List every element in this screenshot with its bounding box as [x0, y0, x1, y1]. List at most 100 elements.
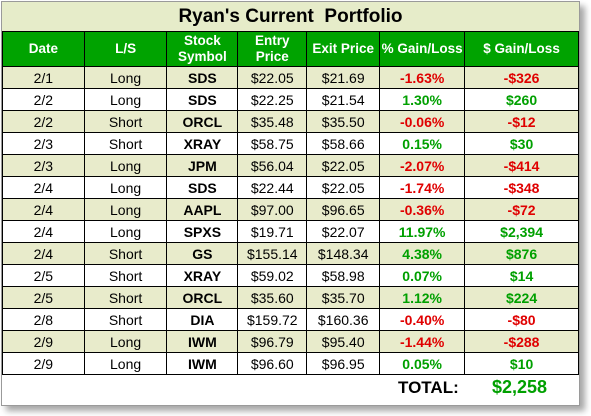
cell-ls: Long [83, 198, 168, 221]
header-symbol-line2: Symbol [178, 49, 227, 64]
cell-usd-gain-loss: -$414 [464, 154, 579, 177]
cell-ls: Short [83, 264, 168, 287]
cell-usd-gain-loss: $260 [464, 88, 579, 111]
cell-symbol: XRAY [166, 264, 239, 287]
cell-entry-price: $159.72 [237, 308, 308, 331]
cell-usd-gain-loss: -$72 [464, 198, 579, 221]
header-row: Date L/S Stock Symbol Entry Price Exit Pri… [2, 31, 579, 67]
cell-entry-price: $56.04 [237, 154, 308, 177]
cell-entry-price: $155.14 [237, 242, 308, 265]
cell-date: 2/4 [2, 176, 85, 199]
cell-usd-gain-loss: -$348 [464, 176, 579, 199]
cell-symbol: AAPL [166, 198, 239, 221]
cell-pct-gain-loss: -0.40% [379, 308, 466, 331]
cell-symbol: ORCL [166, 110, 239, 133]
cell-exit-price: $22.05 [306, 176, 381, 199]
cell-pct-gain-loss: -1.74% [379, 176, 466, 199]
cell-exit-price: $35.70 [306, 286, 381, 309]
cell-usd-gain-loss: -$12 [464, 110, 579, 133]
cell-date: 2/3 [2, 154, 85, 177]
cell-pct-gain-loss: -1.63% [379, 66, 466, 89]
cell-date: 2/4 [2, 220, 85, 243]
cell-ls: Long [83, 220, 168, 243]
cell-pct-gain-loss: 0.05% [379, 352, 466, 375]
cell-entry-price: $96.79 [237, 330, 308, 353]
header-usd-gain-loss: $ Gain/Loss [464, 31, 579, 67]
cell-symbol: DIA [166, 308, 239, 331]
table-row: 2/5 Short XRAY $59.02 $58.98 0.07% $14 [2, 264, 579, 287]
sheet-title: Ryan's Current Portfolio [2, 2, 579, 31]
table-row: 2/2 Long SDS $22.25 $21.54 1.30% $260 [2, 88, 579, 111]
cell-symbol: SDS [166, 88, 239, 111]
cell-pct-gain-loss: -1.44% [379, 330, 466, 353]
cell-ls: Short [83, 110, 168, 133]
cell-exit-price: $21.54 [306, 88, 381, 111]
cell-exit-price: $35.50 [306, 110, 381, 133]
cell-exit-price: $22.05 [306, 154, 381, 177]
header-entry-price: Entry Price [237, 31, 308, 67]
table-row: 2/4 Long AAPL $97.00 $96.65 -0.36% -$72 [2, 198, 579, 221]
cell-ls: Short [83, 286, 168, 309]
header-symbol-line1: Stock [184, 33, 221, 48]
cell-usd-gain-loss: $224 [464, 286, 579, 309]
cell-symbol: IWM [166, 330, 239, 353]
portfolio-sheet: Ryan's Current Portfolio Date L/S Stock S… [1, 1, 580, 406]
cell-date: 2/1 [2, 66, 85, 89]
cell-date: 2/5 [2, 264, 85, 287]
cell-exit-price: $95.40 [306, 330, 381, 353]
cell-ls: Short [83, 308, 168, 331]
header-date: Date [2, 31, 85, 67]
cell-pct-gain-loss: -0.06% [379, 110, 466, 133]
cell-pct-gain-loss: 1.12% [379, 286, 466, 309]
cell-pct-gain-loss: -2.07% [379, 154, 466, 177]
cell-ls: Long [83, 88, 168, 111]
cell-date: 2/8 [2, 308, 85, 331]
portfolio-table: Date L/S Stock Symbol Entry Price Exit Pri… [2, 31, 579, 375]
table-row: 2/4 Short GS $155.14 $148.34 4.38% $876 [2, 242, 579, 265]
cell-date: 2/3 [2, 132, 85, 155]
cell-date: 2/5 [2, 286, 85, 309]
table-row: 2/9 Long IWM $96.79 $95.40 -1.44% -$288 [2, 330, 579, 353]
cell-symbol: GS [166, 242, 239, 265]
cell-exit-price: $96.95 [306, 352, 381, 375]
cell-usd-gain-loss: $14 [464, 264, 579, 287]
header-exit-price: Exit Price [306, 31, 381, 67]
table-row: 2/4 Long SPXS $19.71 $22.07 11.97% $2,394 [2, 220, 579, 243]
cell-usd-gain-loss: -$326 [464, 66, 579, 89]
cell-entry-price: $58.75 [237, 132, 308, 155]
cell-symbol: SDS [166, 176, 239, 199]
cell-pct-gain-loss: 0.07% [379, 264, 466, 287]
cell-entry-price: $19.71 [237, 220, 308, 243]
cell-entry-price: $97.00 [237, 198, 308, 221]
cell-entry-price: $96.60 [237, 352, 308, 375]
total-row: TOTAL: $2,258 [2, 373, 579, 405]
cell-entry-price: $35.48 [237, 110, 308, 133]
cell-exit-price: $22.07 [306, 220, 381, 243]
cell-symbol: SDS [166, 66, 239, 89]
header-entry-line1: Entry [255, 33, 290, 48]
cell-date: 2/9 [2, 330, 85, 353]
cell-pct-gain-loss: 4.38% [379, 242, 466, 265]
cell-symbol: JPM [166, 154, 239, 177]
cell-entry-price: $35.60 [237, 286, 308, 309]
cell-exit-price: $160.36 [306, 308, 381, 331]
cell-exit-price: $148.34 [306, 242, 381, 265]
cell-ls: Long [83, 352, 168, 375]
cell-pct-gain-loss: 0.15% [379, 132, 466, 155]
cell-exit-price: $21.69 [306, 66, 381, 89]
header-pct-gain-loss: % Gain/Loss [379, 31, 466, 67]
table-row: 2/2 Short ORCL $35.48 $35.50 -0.06% -$12 [2, 110, 579, 133]
cell-exit-price: $58.98 [306, 264, 381, 287]
table-row: 2/4 Long SDS $22.44 $22.05 -1.74% -$348 [2, 176, 579, 199]
cell-symbol: XRAY [166, 132, 239, 155]
cell-usd-gain-loss: $876 [464, 242, 579, 265]
header-symbol: Stock Symbol [166, 31, 239, 67]
cell-usd-gain-loss: $30 [464, 132, 579, 155]
cell-symbol: IWM [166, 352, 239, 375]
cell-date: 2/4 [2, 242, 85, 265]
cell-usd-gain-loss: $10 [464, 352, 579, 375]
cell-usd-gain-loss: -$288 [464, 330, 579, 353]
table-row: 2/5 Short ORCL $35.60 $35.70 1.12% $224 [2, 286, 579, 309]
cell-ls: Long [83, 154, 168, 177]
cell-entry-price: $22.44 [237, 176, 308, 199]
